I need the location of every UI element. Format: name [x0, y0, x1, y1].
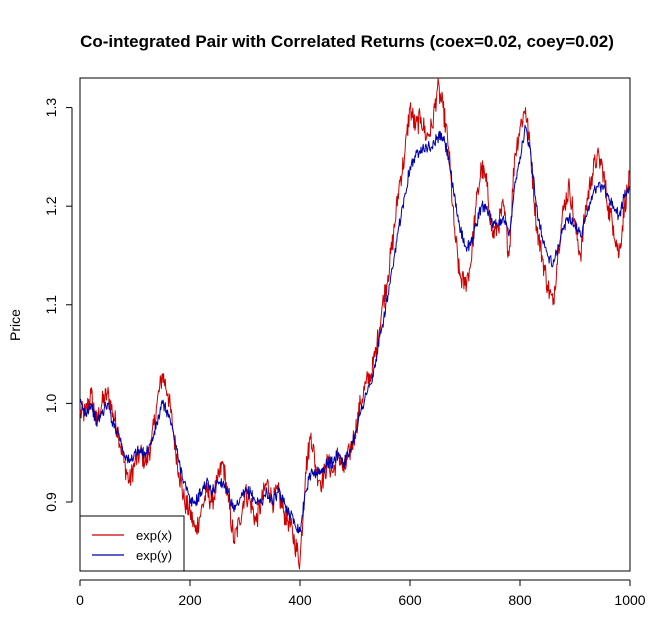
y-axis-label: Price — [7, 309, 23, 341]
x-tick-label: 200 — [178, 592, 202, 608]
x-tick-label: 1000 — [614, 592, 645, 608]
legend-label-exp-x: exp(x) — [136, 528, 172, 543]
series-group — [79, 77, 631, 570]
series-line-exp-x — [79, 77, 631, 570]
y-tick-label: 1.1 — [43, 295, 59, 315]
y-tick-label: 0.9 — [43, 492, 59, 512]
legend-box — [79, 515, 185, 572]
series-line-exp-y — [79, 124, 631, 534]
y-axis: 0.9 1.0 1.1 1.2 1.3 — [43, 98, 73, 512]
x-tick-label: 400 — [288, 592, 312, 608]
chart-title: Co-integrated Pair with Correlated Retur… — [80, 32, 614, 51]
x-tick-label: 600 — [398, 592, 422, 608]
y-tick-label: 1.3 — [43, 98, 59, 118]
legend: exp(x) exp(y) — [79, 515, 185, 572]
y-tick-label: 1.2 — [43, 196, 59, 216]
x-tick-label: 800 — [508, 592, 532, 608]
x-axis: 0 200 400 600 800 1000 — [76, 579, 646, 608]
legend-label-exp-y: exp(y) — [136, 548, 172, 563]
x-tick-label: 0 — [76, 592, 84, 608]
plot-frame — [79, 77, 631, 572]
y-tick-label: 1.0 — [43, 393, 59, 413]
